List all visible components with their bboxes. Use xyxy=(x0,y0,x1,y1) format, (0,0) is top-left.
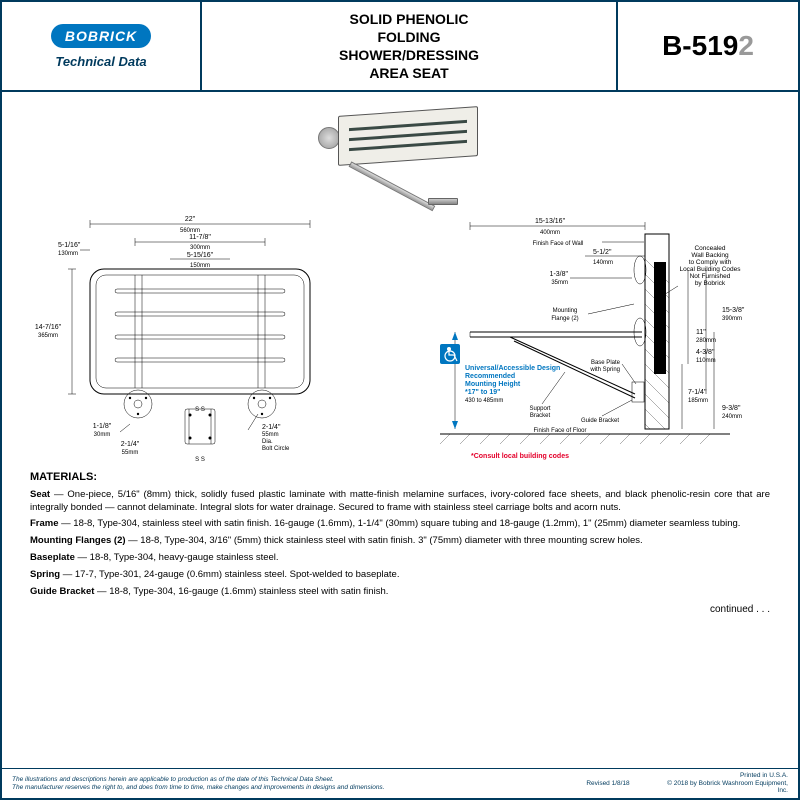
svg-text:5-1/16": 5-1/16" xyxy=(58,242,81,249)
title-text: SOLID PHENOLICFOLDINGSHOWER/DRESSINGAREA… xyxy=(339,10,479,83)
svg-text:*Consult local building codes: *Consult local building codes xyxy=(471,453,569,460)
svg-text:35mm: 35mm xyxy=(551,280,568,286)
svg-text:S S: S S xyxy=(195,457,205,463)
svg-text:Dia.: Dia. xyxy=(262,439,273,445)
seat-illustration xyxy=(300,105,500,205)
mat-frame-text: — 18-8, Type-304, stainless steel with s… xyxy=(59,518,741,529)
svg-text:110mm: 110mm xyxy=(696,358,716,364)
header: BOBRICK Technical Data SOLID PHENOLICFOL… xyxy=(2,2,798,92)
svg-text:by Bobrick: by Bobrick xyxy=(695,280,726,287)
svg-text:2-1/4": 2-1/4" xyxy=(262,424,281,431)
mat-gb-text: — 18-8, Type-304, 16-gauge (1.6mm) stain… xyxy=(94,586,388,597)
mat-seat-label: Seat xyxy=(30,489,50,500)
footer-right: Printed in U.S.A. © 2018 by Bobrick Wash… xyxy=(658,772,788,795)
footer: The illustrations and descriptions herei… xyxy=(2,768,798,798)
model-prefix: B-519 xyxy=(662,30,738,62)
front-view-drawing: 22" 560mm 11-7/8" 300mm 5-1/16" 130mm 5-… xyxy=(30,214,390,464)
svg-text:365mm: 365mm xyxy=(38,333,58,339)
model-number: B-5192 xyxy=(618,2,798,90)
support-leg xyxy=(349,161,436,211)
svg-text:240mm: 240mm xyxy=(722,414,742,420)
svg-text:430 to 485mm: 430 to 485mm xyxy=(465,398,503,404)
mat-frame-label: Frame xyxy=(30,518,59,529)
svg-text:Bolt Circle: Bolt Circle xyxy=(262,446,290,452)
svg-text:7-1/4": 7-1/4" xyxy=(688,389,707,396)
mat-gb-label: Guide Bracket xyxy=(30,586,94,597)
svg-text:130mm: 130mm xyxy=(58,251,78,257)
svg-text:55mm: 55mm xyxy=(122,450,139,456)
concealed-backing xyxy=(654,262,666,374)
technical-drawings: 22" 560mm 11-7/8" 300mm 5-1/16" 130mm 5-… xyxy=(30,214,770,464)
svg-text:4-3/8": 4-3/8" xyxy=(696,349,715,356)
svg-text:with Spring: with Spring xyxy=(589,367,620,373)
svg-text:1-3/8": 1-3/8" xyxy=(550,271,569,278)
svg-text:Guide Bracket: Guide Bracket xyxy=(581,418,619,424)
svg-text:1-1/8": 1-1/8" xyxy=(93,423,112,430)
svg-text:Mounting: Mounting xyxy=(553,308,578,314)
tech-data-sheet: BOBRICK Technical Data SOLID PHENOLICFOL… xyxy=(0,0,800,800)
svg-text:300mm: 300mm xyxy=(190,245,210,251)
svg-text:11": 11" xyxy=(696,329,706,336)
footer-date: Revised 1/8/18 xyxy=(558,780,658,787)
base-plate-rendering xyxy=(428,198,458,205)
materials-section: MATERIALS: Seat — One-piece, 5/16" (8mm)… xyxy=(30,470,770,616)
svg-text:Finish Face of Floor: Finish Face of Floor xyxy=(533,428,586,434)
svg-text:to Comply with: to Comply with xyxy=(689,259,732,266)
svg-text:Recommended: Recommended xyxy=(465,373,515,380)
svg-text:Local Building Codes: Local Building Codes xyxy=(679,266,741,273)
footer-disclaimer: The illustrations and descriptions herei… xyxy=(12,776,558,792)
svg-text:15-3/8": 15-3/8" xyxy=(722,307,745,314)
svg-text:Concealed: Concealed xyxy=(694,245,725,252)
mat-spring-text: — 17-7, Type-301, 24-gauge (0.6mm) stain… xyxy=(60,569,399,580)
svg-text:Base Plate: Base Plate xyxy=(591,360,621,366)
continued-label: continued . . . xyxy=(30,603,770,617)
mat-flange-text: — 18-8, Type-304, 3/16" (5mm) thick stai… xyxy=(126,535,643,546)
materials-heading: MATERIALS: xyxy=(30,470,770,485)
svg-text:Support: Support xyxy=(529,406,550,412)
footer-copyright: © 2018 by Bobrick Washroom Equipment, In… xyxy=(658,780,788,796)
svg-text:Finish Face of Wall: Finish Face of Wall xyxy=(533,241,584,247)
svg-text:Bracket: Bracket xyxy=(530,413,551,419)
svg-text:Flange (2): Flange (2) xyxy=(551,316,578,322)
tech-data-label: Technical Data xyxy=(55,54,146,69)
svg-text:14-7/16": 14-7/16" xyxy=(35,324,62,331)
svg-text:Mounting Height: Mounting Height xyxy=(465,381,521,388)
body: 22" 560mm 11-7/8" 300mm 5-1/16" 130mm 5-… xyxy=(2,92,798,768)
mat-bp-label: Baseplate xyxy=(30,552,75,563)
mat-seat-text: — One-piece, 5/16" (8mm) thick, solidly … xyxy=(30,489,770,513)
mat-spring-label: Spring xyxy=(30,569,60,580)
svg-text:5-15/16": 5-15/16" xyxy=(187,252,214,259)
side-view-drawing: 15-13/16" 400mm Finish Face of Wall 5-1/… xyxy=(410,214,770,464)
svg-text:Wall Backing: Wall Backing xyxy=(691,252,729,259)
model-suffix: 2 xyxy=(738,30,754,62)
mat-bp-text: — 18-8, Type-304, heavy-gauge stainless … xyxy=(75,552,279,563)
product-photo xyxy=(30,100,770,210)
brand-logo: BOBRICK xyxy=(51,24,151,48)
footer-print: Printed in U.S.A. xyxy=(658,772,788,780)
svg-text:22": 22" xyxy=(185,216,196,223)
svg-text:15-13/16": 15-13/16" xyxy=(535,218,566,225)
product-title: SOLID PHENOLICFOLDINGSHOWER/DRESSINGAREA… xyxy=(202,2,618,90)
svg-text:11-7/8": 11-7/8" xyxy=(189,234,211,241)
svg-text:S S: S S xyxy=(195,407,205,413)
mat-flange-label: Mounting Flanges (2) xyxy=(30,535,126,546)
svg-text:400mm: 400mm xyxy=(540,230,560,236)
svg-text:55mm: 55mm xyxy=(262,432,279,438)
svg-text:Universal/Accessible Design: Universal/Accessible Design xyxy=(465,365,560,372)
svg-text:*17" to 19": *17" to 19" xyxy=(465,389,500,396)
svg-text:140mm: 140mm xyxy=(593,260,613,266)
svg-text:30mm: 30mm xyxy=(94,432,111,438)
mounting-flange-rendering xyxy=(318,127,340,149)
seat-top-surface xyxy=(338,106,478,166)
header-brand-cell: BOBRICK Technical Data xyxy=(2,2,202,90)
svg-text:150mm: 150mm xyxy=(190,263,210,269)
svg-text:185mm: 185mm xyxy=(688,398,708,404)
svg-text:2-1/4": 2-1/4" xyxy=(121,441,140,448)
svg-text:9-3/8": 9-3/8" xyxy=(722,405,741,412)
svg-text:390mm: 390mm xyxy=(722,316,742,322)
svg-text:Not Furnished: Not Furnished xyxy=(690,273,731,280)
svg-text:280mm: 280mm xyxy=(696,338,716,344)
svg-text:5-1/2": 5-1/2" xyxy=(593,249,612,256)
